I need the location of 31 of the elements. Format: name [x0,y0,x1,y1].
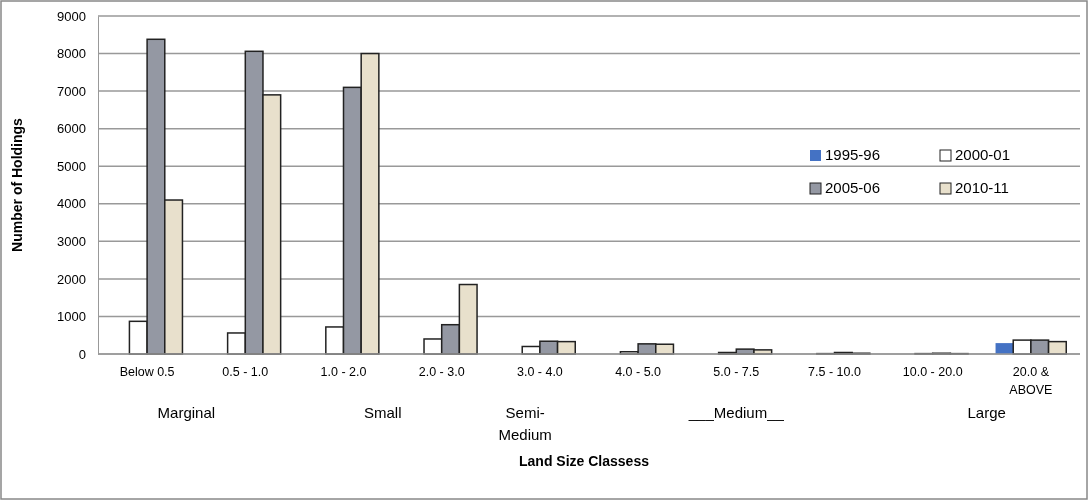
x-axis-title: Land Size Classess [519,453,650,469]
text: Marginal [157,404,216,421]
y-tick-label: 6000 [57,121,86,137]
x-tick-label: 3.0 - 4.0 [516,365,563,379]
y-tick-label: 9000 [57,8,86,24]
x-tick-label: 0.5 - 1.0 [222,365,269,379]
text: ___Medium__ [687,404,785,421]
legend-label: 1995-96 [825,146,881,163]
x-tick-label: 5.0 - 7.5 [713,365,760,379]
x-tick-label: 4.0 - 5.0 [615,365,662,379]
x-tick-label: 20.0 & ABOVE [1009,365,1053,397]
y-tick-label: 5000 [57,158,86,174]
legend-label: 2000-01 [955,146,1011,163]
y-tick-label: 2000 [57,271,86,287]
text: Large [967,404,1006,421]
y-tick-label: 1000 [57,309,86,325]
x-tick-label: 7.5 - 10.0 [808,365,861,379]
y-axis-title: Number of Holdings [9,117,25,252]
x-tick-label: Below 0.5 [119,365,175,379]
y-tick-label: 0 [78,346,86,362]
y-tick-label: 7000 [57,83,86,99]
legend-label: 2010-11 [955,179,1009,196]
x-tick-label: 2.0 - 3.0 [418,365,465,379]
y-tick-label: 8000 [57,46,86,62]
y-tick-label: 4000 [57,196,86,212]
text: Semi- Medium [498,404,552,443]
x-tick-label: 10.0 - 20.0 [902,365,963,379]
x-tick-label: 1.0 - 2.0 [320,365,367,379]
legend-label: 2005-06 [825,179,881,196]
y-tick-label: 3000 [57,233,86,249]
text: Small [364,404,402,421]
